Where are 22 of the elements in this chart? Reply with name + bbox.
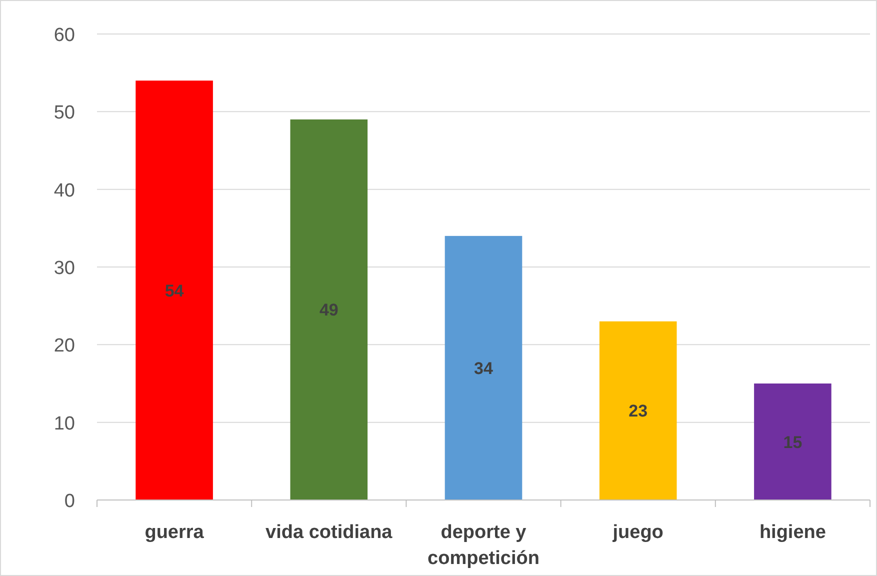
data-label: 15 <box>783 432 802 452</box>
y-tick-label: 60 <box>54 25 75 46</box>
y-tick-label: 20 <box>54 336 75 357</box>
y-tick-label: 10 <box>54 413 75 434</box>
bar <box>754 384 832 500</box>
bar <box>136 80 213 500</box>
bar <box>444 236 522 500</box>
bar <box>599 321 677 500</box>
y-tick-label: 50 <box>54 102 75 124</box>
y-tick-label: 30 <box>54 258 75 279</box>
data-label: 54 <box>164 281 184 300</box>
data-label: 23 <box>628 402 648 421</box>
data-label: 34 <box>474 358 494 378</box>
y-tick-label: 0 <box>64 491 75 512</box>
x-tick-label: juego <box>612 522 664 543</box>
x-tick-label: higiene <box>759 522 826 543</box>
x-tick-label: guerra <box>144 522 204 543</box>
bar <box>290 119 368 500</box>
x-tick-label: deporte y competición <box>428 522 540 569</box>
data-label: 49 <box>319 300 338 320</box>
y-tick-label: 40 <box>54 180 75 202</box>
x-tick-label: vida cotidiana <box>266 522 393 543</box>
